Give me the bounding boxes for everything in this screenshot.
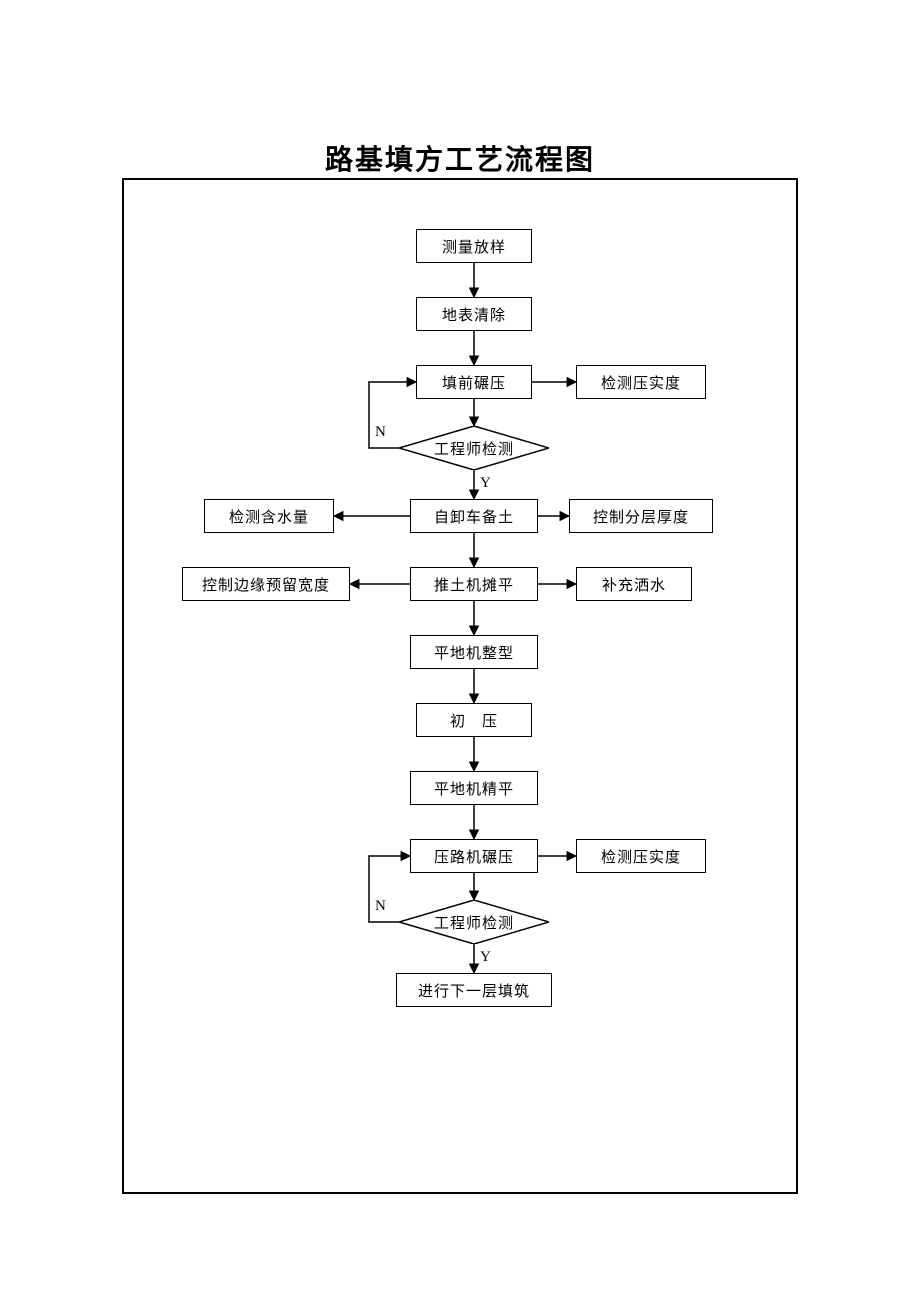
flowchart-node-n9: 压路机碾压 [410,839,538,873]
flowchart-node-n4: 自卸车备土 [410,499,538,533]
flowchart-node-n3: 填前碾压 [416,365,532,399]
flowchart-node-n2: 地表清除 [416,297,532,331]
page-title: 路基填方工艺流程图 [0,0,920,178]
flowchart-node-n5r: 补充洒水 [576,567,692,601]
edge-label: N [375,898,387,915]
flowchart-node-n5: 推土机摊平 [410,567,538,601]
edge-label: Y [480,475,492,492]
edge-label: N [375,424,387,441]
flowchart-node-n4l: 检测含水量 [204,499,334,533]
flowchart-frame: 测量放样地表清除填前碾压检测压实度工程师检测自卸车备土检测含水量控制分层厚度推土… [122,178,798,1194]
flowchart-node-n8: 平地机精平 [410,771,538,805]
edge-label: Y [480,949,492,966]
flowchart-node-n7: 初 压 [416,703,532,737]
flowchart-edges [124,180,796,1192]
flowchart-node-n6: 平地机整型 [410,635,538,669]
flowchart-node-n5l: 控制边缘预留宽度 [182,567,350,601]
flowchart-node-n1: 测量放样 [416,229,532,263]
flowchart-decision-d1: 工程师检测 [399,426,549,470]
flowchart-node-n10: 进行下一层填筑 [396,973,552,1007]
flowchart-decision-d2: 工程师检测 [399,900,549,944]
flowchart-node-n3r: 检测压实度 [576,365,706,399]
flowchart-node-n4r: 控制分层厚度 [569,499,713,533]
flowchart-node-n9r: 检测压实度 [576,839,706,873]
